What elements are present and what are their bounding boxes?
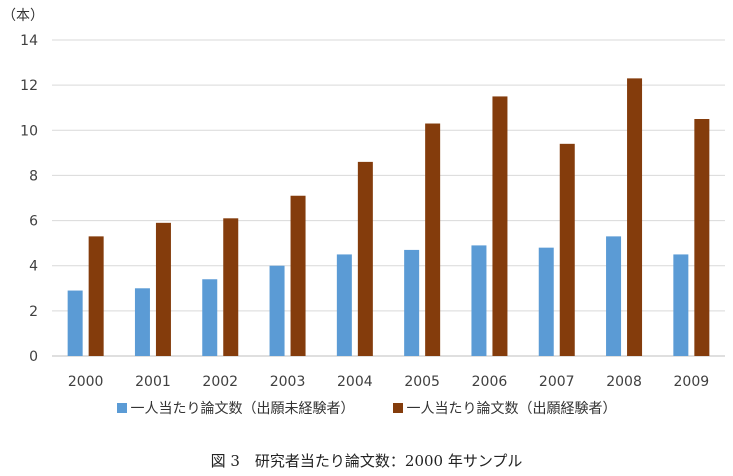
bar-experienced-2009 [694,119,710,356]
x-tick-label: 2009 [674,374,710,390]
bar-experienced-2004 [357,161,373,356]
y-tick-label: 4 [29,259,38,275]
bar-inexperienced-2002 [202,279,218,356]
x-tick-label: 2006 [472,374,508,390]
y-tick-label: 8 [29,168,38,184]
legend-label: 一人当たり論文数（出願未経験者） [130,401,355,417]
legend-swatch [116,403,127,413]
bar-inexperienced-2009 [673,254,689,356]
x-tick-label: 2003 [270,374,306,390]
x-tick-label: 2007 [539,374,575,390]
legend-item: 一人当たり論文数（出願経験者） [392,398,617,418]
x-tick-label: 2004 [337,374,373,390]
bar-inexperienced-2006 [471,245,487,356]
bar-chart: （本） 0 2 4 6 8 10 12 14 2000 2001 2002 2003 2004 2005… [2,8,725,390]
bar-inexperienced-2008 [606,236,622,356]
y-tick-label: 0 [29,349,38,365]
x-tick-label: 2002 [202,374,238,390]
x-axis-ticks: 2000 2001 2002 2003 2004 2005 2006 2007 2008 2009 [68,374,709,390]
legend-label: 一人当たり論文数（出願経験者） [406,401,617,417]
legend-swatch [392,403,403,413]
y-axis-ticks: 0 2 4 6 8 10 12 14 [20,33,38,365]
bars [67,78,710,356]
y-tick-label: 12 [20,78,38,94]
x-tick-label: 2000 [68,374,104,390]
bar-experienced-2008 [627,78,643,356]
x-tick-label: 2008 [606,374,642,390]
y-tick-label: 10 [20,123,38,139]
bar-experienced-2007 [559,143,575,356]
x-tick-label: 2005 [404,374,440,390]
bar-experienced-2002 [223,218,239,356]
gridlines [52,39,725,357]
bar-experienced-2006 [492,96,508,356]
bar-inexperienced-2000 [67,290,83,356]
y-unit-label: （本） [2,8,44,24]
bar-experienced-2003 [290,195,306,356]
bar-inexperienced-2007 [538,247,554,356]
legend-item: 一人当たり論文数（出願未経験者） [116,398,355,418]
bar-inexperienced-2001 [134,288,150,356]
y-tick-label: 14 [20,33,38,49]
bar-experienced-2001 [155,222,171,356]
bar-inexperienced-2004 [336,254,352,356]
bar-inexperienced-2003 [269,265,285,356]
bar-experienced-2005 [425,123,441,356]
figure-caption: 図 3 研究者当たり論文数：2000 年サンプル [210,452,523,470]
x-tick-label: 2001 [135,374,171,390]
y-tick-label: 6 [29,214,38,230]
y-tick-label: 2 [29,304,38,320]
bar-experienced-2000 [88,236,104,356]
bar-inexperienced-2005 [404,249,420,356]
legend: 一人当たり論文数（出願未経験者） 一人当たり論文数（出願経験者） [0,398,733,418]
